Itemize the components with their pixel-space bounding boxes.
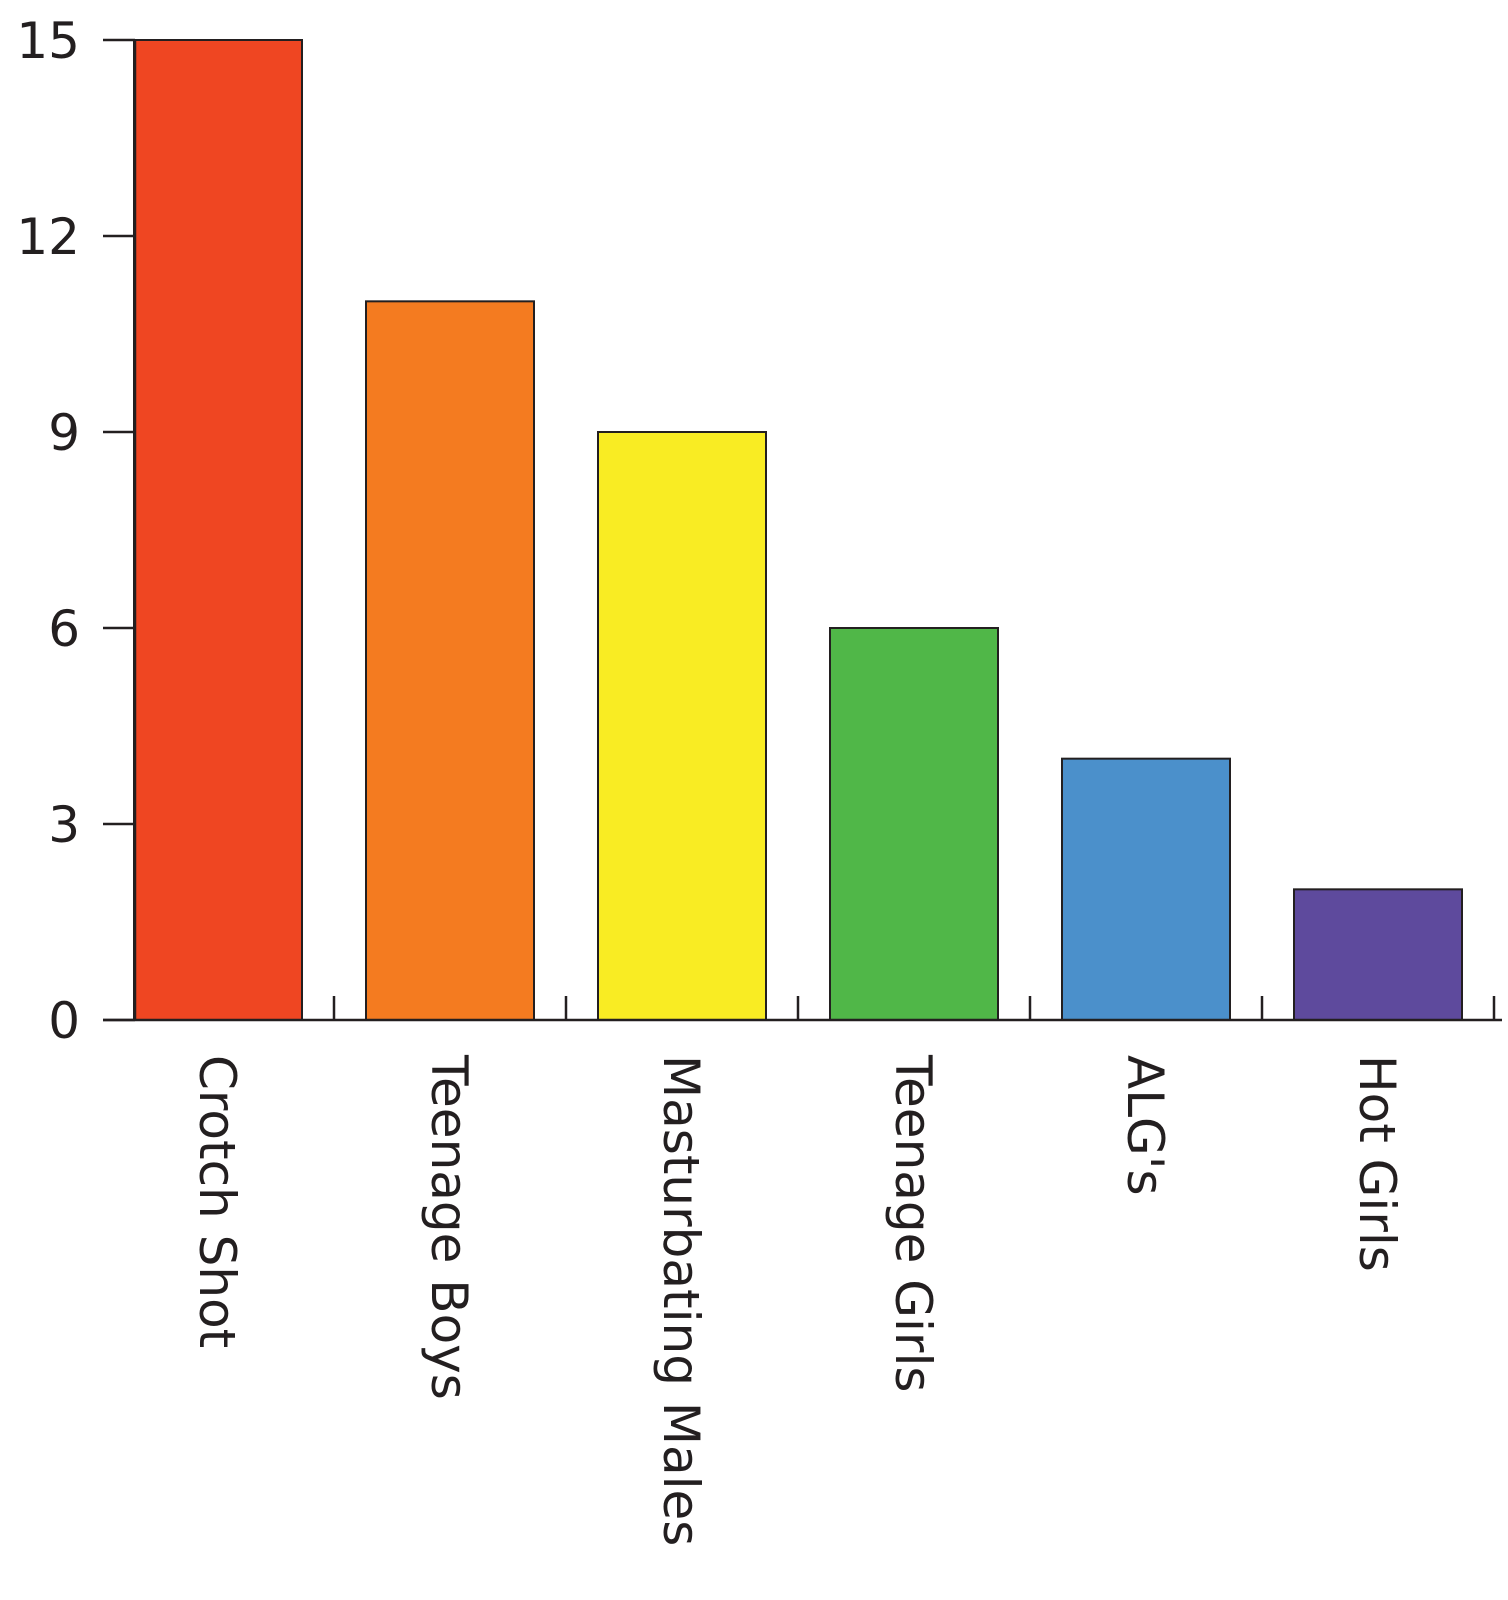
- x-category-label-alg-s: ALG's: [1116, 1055, 1174, 1196]
- x-category-label-hot-girls: Hot Girls: [1348, 1055, 1406, 1272]
- x-category-label-teenage-boys: Teenage Boys: [420, 1054, 478, 1400]
- y-tick-label-6: 6: [48, 600, 80, 658]
- x-category-label-crotch-shot: Crotch Shot: [188, 1055, 246, 1348]
- y-axis-ticks: [103, 38, 135, 1022]
- y-tick-label-12: 12: [16, 208, 80, 266]
- y-tick-label-9: 9: [48, 404, 80, 462]
- y-tick-label-0: 0: [48, 992, 80, 1050]
- y-tick-label-15: 15: [16, 12, 80, 70]
- bar-alg-s: [1061, 757, 1231, 1022]
- bar-crotch-shot: [133, 39, 303, 1021]
- bar-teenage-girls: [829, 627, 999, 1021]
- x-axis-ticks: [332, 996, 1496, 1020]
- bar-hot-girls: [1293, 888, 1463, 1021]
- bars-group: [133, 39, 1463, 1022]
- bar-masturbating-males: [597, 431, 767, 1021]
- y-axis-tick-labels: 0 3 6 9 12 15: [16, 12, 80, 1050]
- x-axis-category-labels: Crotch Shot Teenage Boys Masturbating Male…: [188, 1054, 1406, 1546]
- x-category-label-teenage-girls: Teenage Girls: [884, 1054, 942, 1392]
- axes-group: [103, 40, 1502, 1022]
- y-tick-label-3: 3: [48, 796, 80, 854]
- x-category-label-masturbating-males: Masturbating Males: [652, 1055, 710, 1546]
- bar-teenage-boys: [365, 300, 535, 1022]
